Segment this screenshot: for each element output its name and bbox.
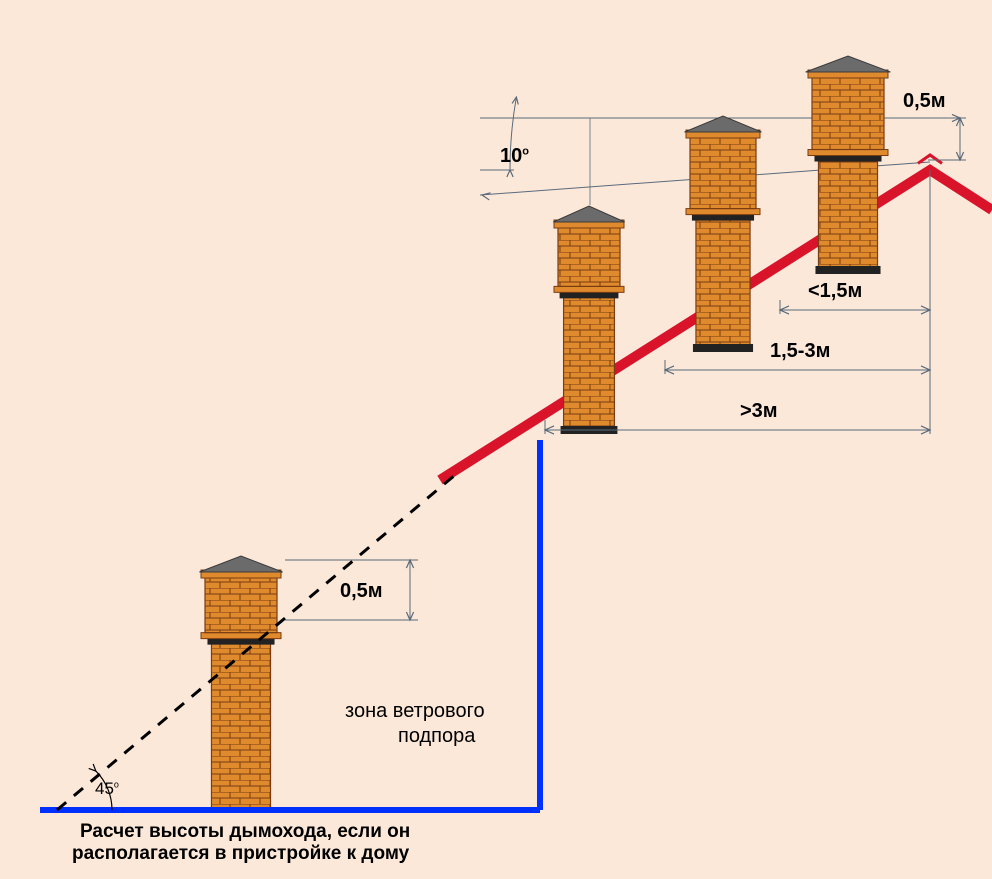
label-l_153: 1,5-3м [770,340,830,363]
wind-zone [40,440,540,810]
chimney-c_near [806,56,891,274]
diagram-svg [0,0,992,879]
chimney-c_mid [685,116,762,352]
label-l_cap2: располагается в пристройке к дому [72,843,409,865]
label-l_cap1: Расчет высоты дымохода, если он [80,821,410,843]
label-l_05_ext: 0,5м [340,580,383,603]
label-l_gt3: >3м [740,400,778,423]
label-angle45: 45o [95,779,119,799]
diagram-stage: 0,5м 10o <1,5м 1,5-3м >3м 0,5м зона ветровогоп… [0,0,992,879]
label-l_lt15: <1,5м [808,280,862,303]
label-l_05_top: 0,5м [903,90,946,113]
chimney-c_far [553,206,624,434]
label-l_zone2: подпора [398,725,475,748]
chimney-c_ext [199,556,282,812]
label-l_10deg: 10o [500,145,529,168]
label-l_zone1: зона ветрового [345,700,485,723]
